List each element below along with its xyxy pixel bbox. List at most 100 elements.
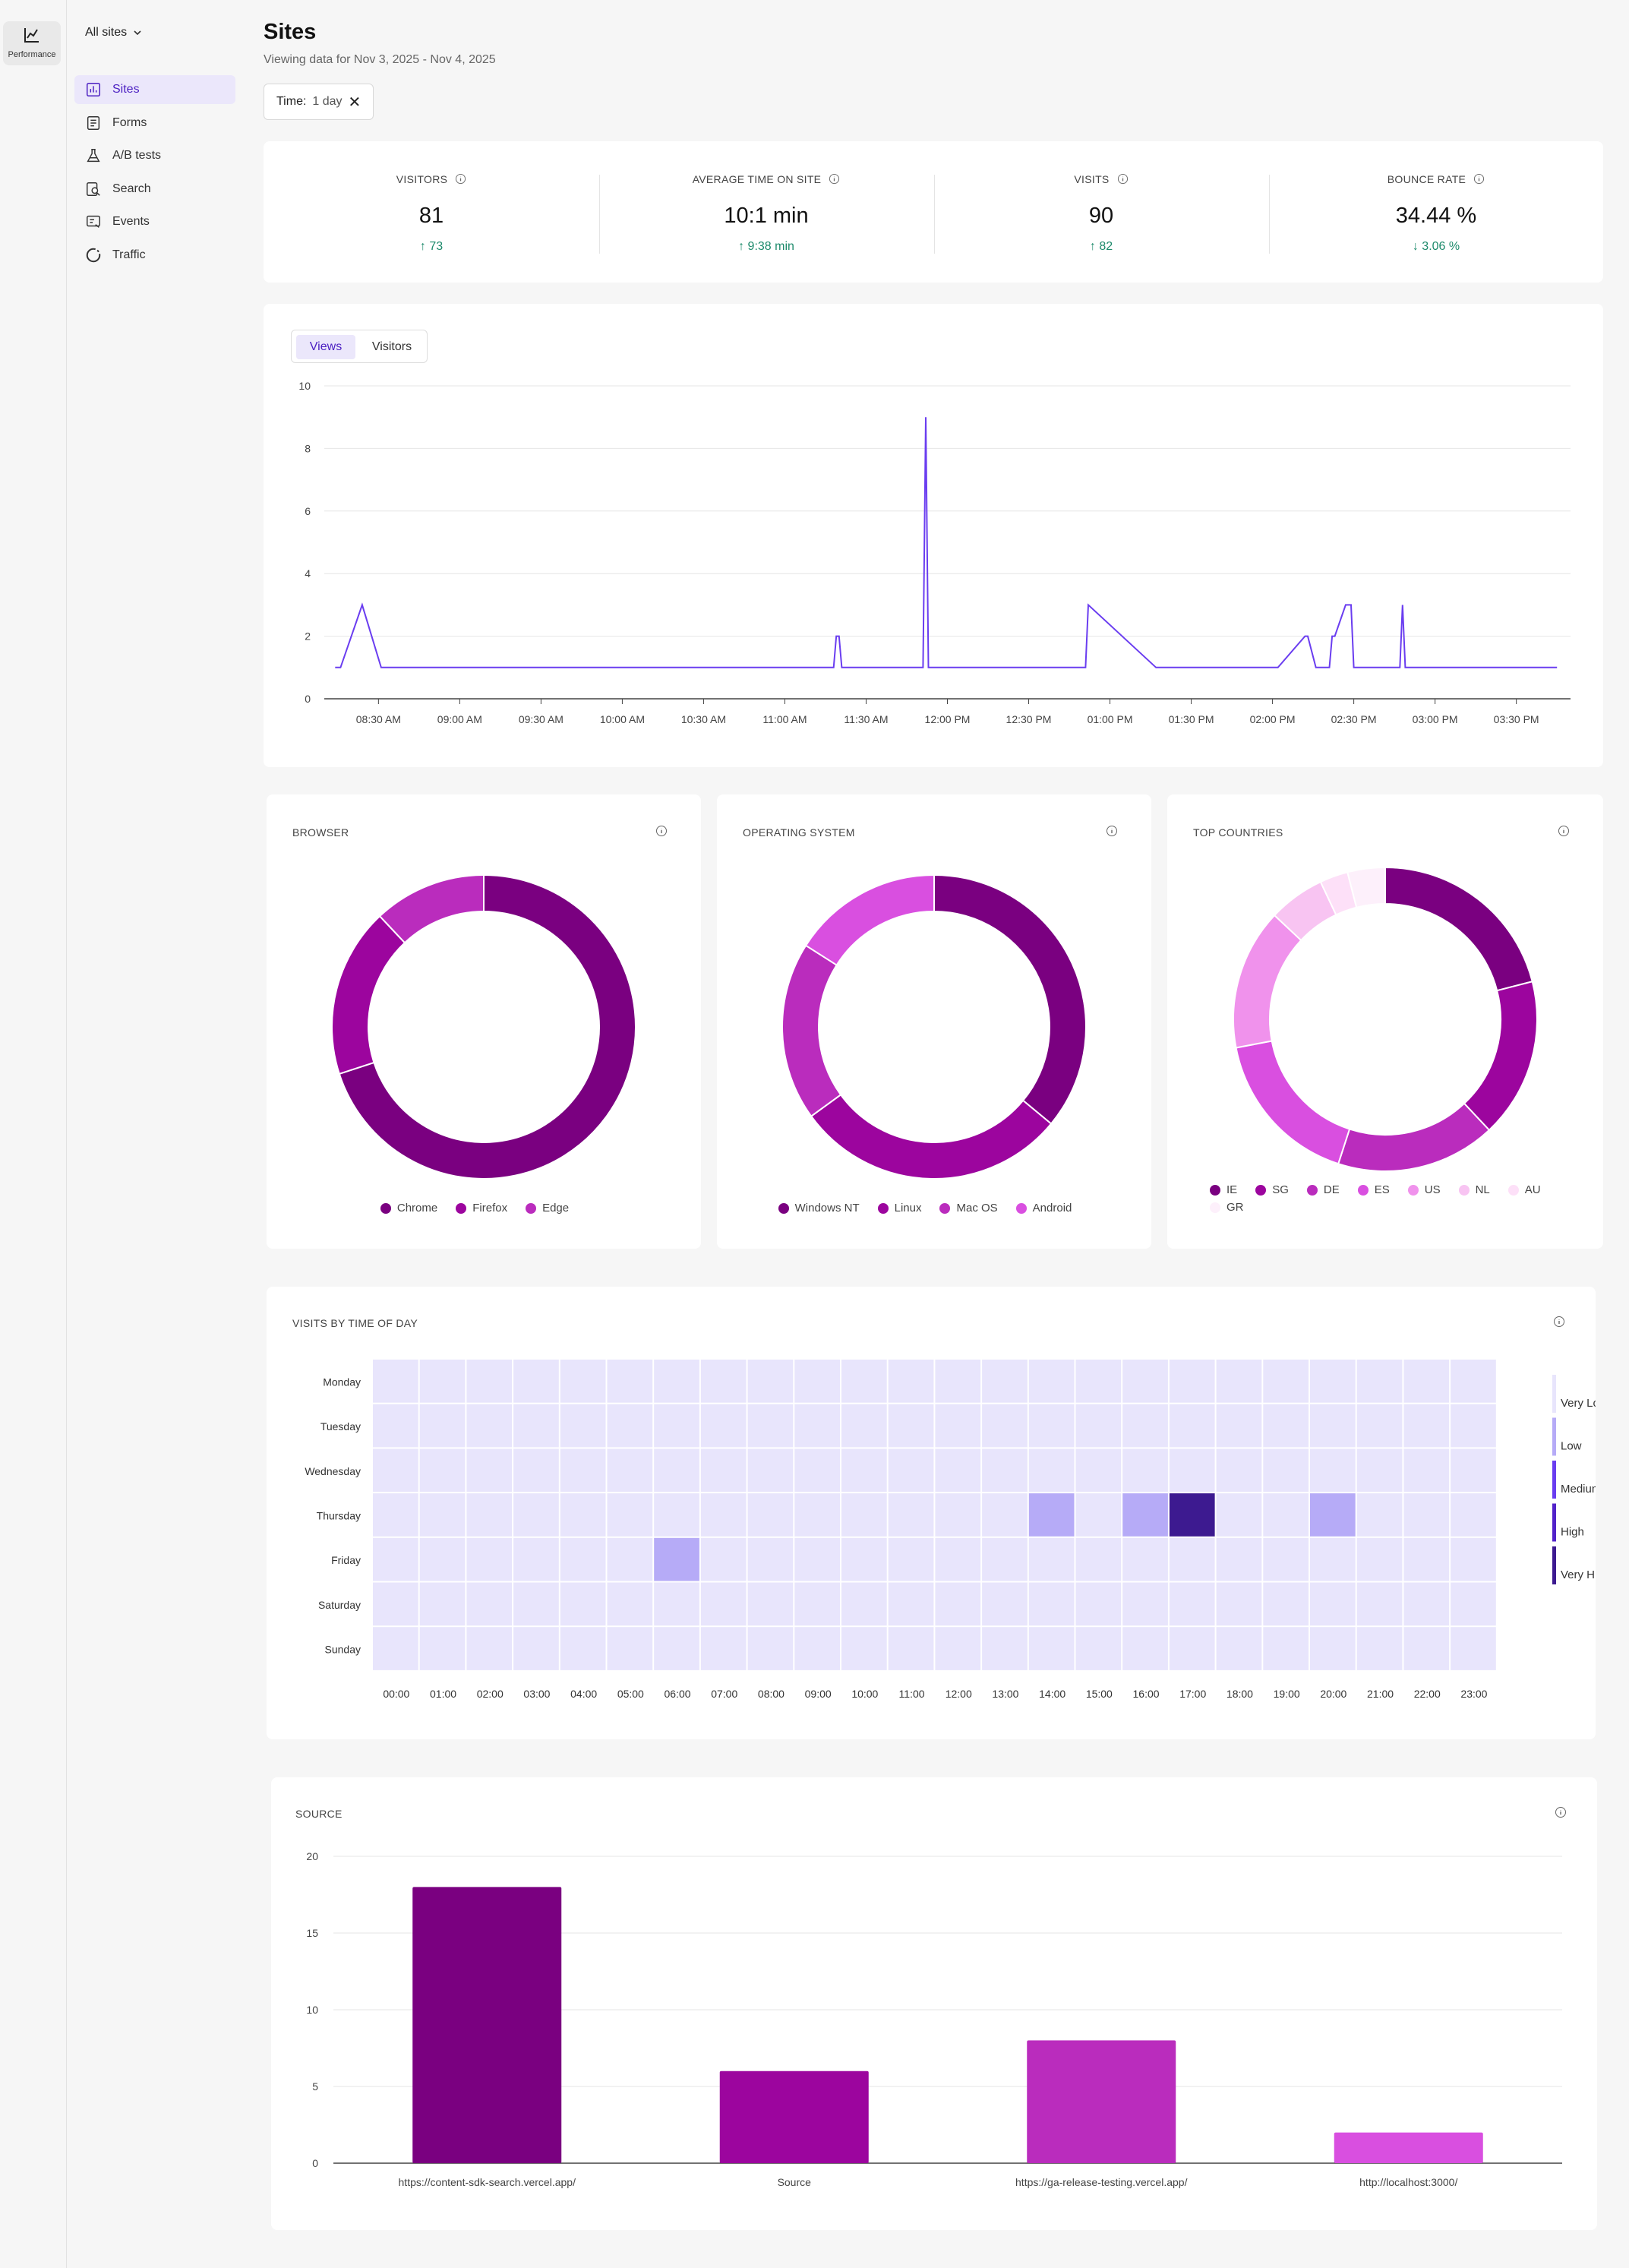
donut-slice-gr[interactable]: [1346, 866, 1386, 908]
heatmap-cell[interactable]: [607, 1627, 653, 1670]
sidebar-item-forms[interactable]: Forms: [74, 109, 235, 137]
heatmap-cell[interactable]: [560, 1627, 606, 1670]
heatmap-cell[interactable]: [607, 1493, 653, 1537]
heatmap-cell[interactable]: [1169, 1537, 1215, 1581]
legend-item[interactable]: GR: [1210, 1201, 1244, 1214]
heatmap-cell[interactable]: [1169, 1404, 1215, 1448]
heatmap-cell[interactable]: [935, 1404, 981, 1448]
heatmap-cell[interactable]: [1403, 1404, 1450, 1448]
heatmap-cell[interactable]: [1169, 1493, 1215, 1537]
heatmap-cell[interactable]: [700, 1360, 747, 1403]
donut-slice-firefox[interactable]: [331, 914, 406, 1076]
legend-item[interactable]: Windows NT: [778, 1202, 860, 1215]
donut-slice-edge[interactable]: [378, 873, 485, 944]
heatmap-cell[interactable]: [1310, 1404, 1356, 1448]
heatmap-cell[interactable]: [466, 1493, 513, 1537]
site-select[interactable]: All sites: [85, 26, 142, 39]
heatmap-cell[interactable]: [513, 1493, 559, 1537]
info-icon[interactable]: [1558, 825, 1570, 837]
info-icon[interactable]: [1555, 1806, 1567, 1818]
heatmap-cell[interactable]: [1028, 1493, 1075, 1537]
heatmap-cell[interactable]: [1356, 1627, 1403, 1670]
legend-item[interactable]: SG: [1255, 1183, 1289, 1196]
heatmap-cell[interactable]: [560, 1360, 606, 1403]
heatmap-cell[interactable]: [466, 1627, 513, 1670]
bar[interactable]: [1027, 2040, 1176, 2163]
heatmap-cell[interactable]: [1075, 1582, 1122, 1626]
time-filter-chip[interactable]: Time: 1 day ✕: [264, 84, 374, 120]
info-icon[interactable]: [655, 825, 668, 837]
tab-views[interactable]: Views: [296, 335, 355, 359]
heatmap-cell[interactable]: [654, 1493, 699, 1537]
heatmap-cell[interactable]: [1122, 1404, 1168, 1448]
heatmap-cell[interactable]: [1216, 1627, 1262, 1670]
heatmap-cell[interactable]: [982, 1360, 1028, 1403]
heatmap-cell[interactable]: [560, 1404, 606, 1448]
heatmap-cell[interactable]: [747, 1404, 794, 1448]
legend-item[interactable]: AU: [1507, 1183, 1541, 1196]
heatmap-cell[interactable]: [700, 1448, 747, 1493]
sidebar-item-traffic[interactable]: Traffic: [74, 241, 235, 270]
heatmap-cell[interactable]: [1356, 1582, 1403, 1626]
heatmap-cell[interactable]: [1216, 1404, 1262, 1448]
heatmap-cell[interactable]: [1028, 1627, 1075, 1670]
heatmap-cell[interactable]: [982, 1582, 1028, 1626]
close-icon[interactable]: ✕: [348, 93, 361, 111]
heatmap-cell[interactable]: [1356, 1493, 1403, 1537]
heatmap-cell[interactable]: [560, 1537, 606, 1581]
heatmap-cell[interactable]: [1169, 1360, 1215, 1403]
sidebar-item-sites[interactable]: Sites: [74, 75, 235, 104]
heatmap-cell[interactable]: [700, 1537, 747, 1581]
heatmap-cell[interactable]: [700, 1404, 747, 1448]
heatmap-cell[interactable]: [1263, 1537, 1309, 1581]
info-icon[interactable]: [1106, 825, 1118, 837]
heatmap-cell[interactable]: [607, 1448, 653, 1493]
heatmap-cell[interactable]: [560, 1582, 606, 1626]
legend-item[interactable]: Mac OS: [939, 1202, 998, 1215]
heatmap-cell[interactable]: [1216, 1448, 1262, 1493]
heatmap-cell[interactable]: [1356, 1360, 1403, 1403]
bar[interactable]: [412, 1887, 562, 2163]
heatmap-cell[interactable]: [747, 1627, 794, 1670]
heatmap-cell[interactable]: [1263, 1627, 1309, 1670]
heatmap-cell[interactable]: [982, 1448, 1028, 1493]
heatmap-cell[interactable]: [935, 1537, 981, 1581]
heatmap-cell[interactable]: [1169, 1627, 1215, 1670]
heatmap-cell[interactable]: [1122, 1493, 1168, 1537]
heatmap-cell[interactable]: [1310, 1493, 1356, 1537]
heatmap-cell[interactable]: [373, 1493, 418, 1537]
heatmap-cell[interactable]: [419, 1627, 466, 1670]
heatmap-cell[interactable]: [419, 1448, 466, 1493]
heatmap-cell[interactable]: [888, 1404, 934, 1448]
heatmap-cell[interactable]: [1451, 1537, 1496, 1581]
heatmap-cell[interactable]: [513, 1448, 559, 1493]
heatmap-cell[interactable]: [607, 1537, 653, 1581]
heatmap-cell[interactable]: [1451, 1627, 1496, 1670]
donut-slice-linux[interactable]: [810, 1093, 1053, 1180]
heatmap-cell[interactable]: [747, 1493, 794, 1537]
donut-slice-android[interactable]: [804, 873, 935, 966]
heatmap-cell[interactable]: [1075, 1537, 1122, 1581]
heatmap-cell[interactable]: [1403, 1627, 1450, 1670]
heatmap-cell[interactable]: [982, 1627, 1028, 1670]
heatmap-cell[interactable]: [1356, 1537, 1403, 1581]
heatmap-cell[interactable]: [607, 1404, 653, 1448]
heatmap-cell[interactable]: [1356, 1404, 1403, 1448]
heatmap-cell[interactable]: [1028, 1582, 1075, 1626]
heatmap-cell[interactable]: [466, 1448, 513, 1493]
sidebar-item-search[interactable]: Search: [74, 175, 235, 204]
heatmap-cell[interactable]: [1075, 1448, 1122, 1493]
heatmap-cell[interactable]: [888, 1493, 934, 1537]
bar[interactable]: [1334, 2132, 1483, 2163]
heatmap-cell[interactable]: [654, 1404, 699, 1448]
heatmap-cell[interactable]: [841, 1627, 887, 1670]
heatmap-cell[interactable]: [513, 1582, 559, 1626]
heatmap-cell[interactable]: [794, 1360, 840, 1403]
heatmap-cell[interactable]: [1216, 1493, 1262, 1537]
heatmap-cell[interactable]: [794, 1448, 840, 1493]
info-icon[interactable]: [455, 173, 466, 185]
heatmap-cell[interactable]: [1263, 1582, 1309, 1626]
heatmap-cell[interactable]: [888, 1448, 934, 1493]
heatmap-cell[interactable]: [419, 1537, 466, 1581]
tab-visitors[interactable]: Visitors: [371, 340, 412, 353]
